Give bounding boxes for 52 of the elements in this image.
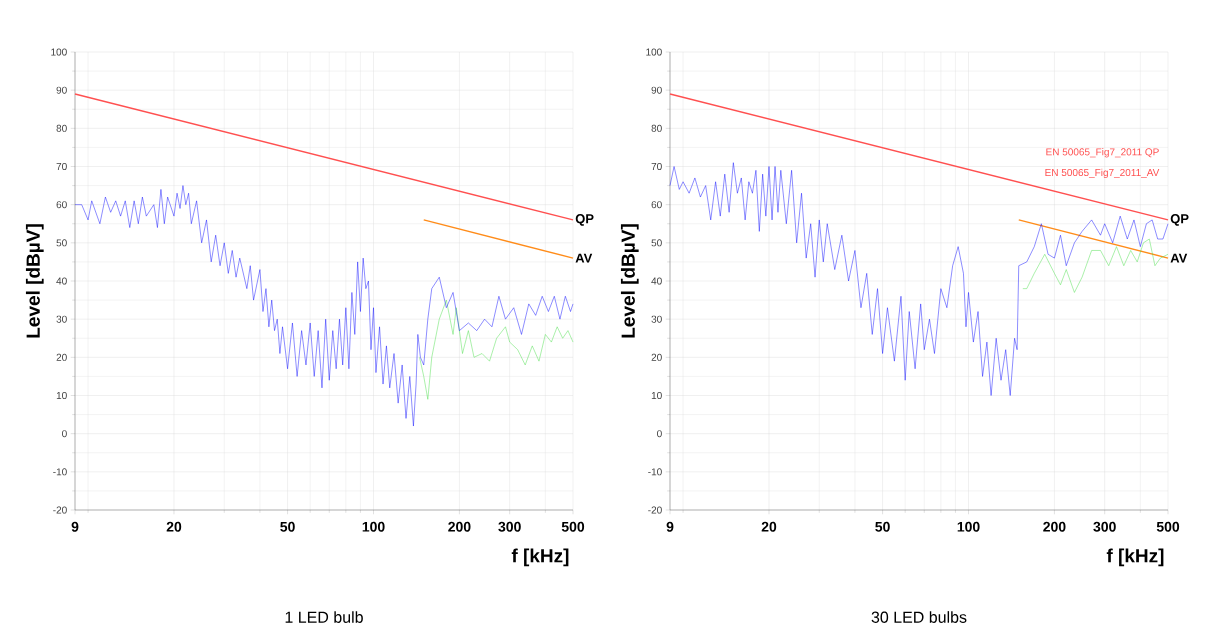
series-label: QP [575, 214, 594, 226]
y-tick-label: 80 [56, 124, 67, 132]
y-axis-title: Level [dBµV] [620, 224, 639, 338]
x-tick-label: 9 [71, 521, 79, 532]
x-tick-label: 50 [280, 521, 295, 532]
x-tick-label: 500 [561, 521, 585, 532]
x-tick-label: 100 [957, 521, 980, 532]
y-tick-label: -10 [648, 468, 662, 476]
y-tick-label: 30 [56, 315, 67, 323]
x-tick-label: 200 [448, 521, 471, 532]
x-tick-label: 50 [875, 521, 890, 532]
y-tick-label: 0 [657, 430, 662, 438]
y-tick-label: 60 [56, 201, 67, 209]
y-tick-label: 80 [651, 124, 662, 132]
y-tick-label: 0 [62, 430, 67, 438]
y-tick-label: 100 [51, 48, 67, 56]
y-tick-label: 60 [651, 201, 662, 209]
text: 30 LED bulbs [871, 611, 967, 623]
x-tick-label: 300 [498, 521, 521, 532]
x-tick-label: 20 [761, 521, 777, 532]
text: 1 LED bulb [285, 611, 363, 623]
y-tick-label: 90 [651, 86, 662, 94]
y-tick-label: 100 [646, 48, 662, 56]
y-tick-label: -20 [53, 506, 67, 514]
y-tick-label: 50 [651, 239, 662, 247]
annotation: EN 50065_Fig7_2011_AV [1045, 168, 1160, 179]
x-axis-title: f [kHz] [1106, 548, 1164, 567]
y-tick-label: 20 [651, 353, 662, 361]
series-label: QP [1170, 214, 1189, 226]
y-tick-label: 50 [56, 239, 67, 247]
x-axis-title: f [kHz] [511, 548, 569, 567]
x-tick-label: 9 [666, 521, 674, 532]
x-tick-label: 20 [166, 521, 182, 532]
y-tick-label: 40 [651, 277, 662, 285]
y-tick-label: 90 [56, 86, 67, 94]
series-label: AV [575, 253, 593, 263]
y-tick-label: 40 [56, 277, 67, 285]
x-tick-label: 500 [1156, 521, 1180, 532]
series-label: AV [1170, 253, 1188, 263]
y-tick-label: -10 [53, 468, 67, 476]
x-tick-label: 200 [1043, 521, 1066, 532]
x-tick-label: 100 [362, 521, 385, 532]
y-tick-label: 20 [56, 353, 67, 361]
x-tick-label: 300 [1093, 521, 1116, 532]
y-axis-title: Level [dBµV] [25, 224, 44, 338]
y-tick-label: 70 [651, 162, 662, 171]
y-tick-label: 70 [56, 162, 67, 171]
y-tick-label: 10 [56, 391, 67, 400]
y-tick-label: 30 [651, 315, 662, 323]
y-tick-label: -20 [648, 506, 662, 514]
y-tick-label: 10 [651, 391, 662, 400]
annotation: EN 50065_Fig7_2011 QP [1046, 148, 1159, 158]
